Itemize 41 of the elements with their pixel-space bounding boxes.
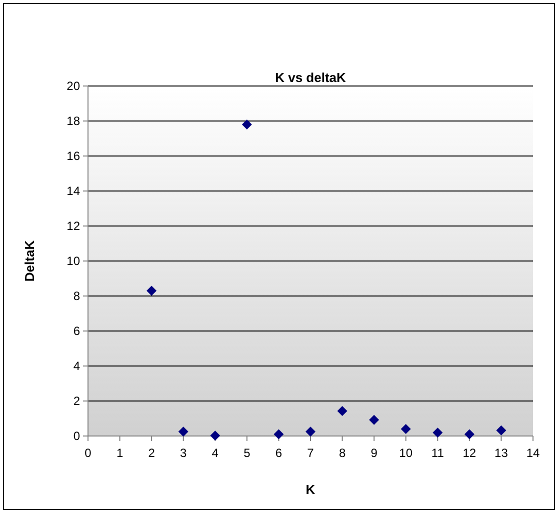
x-tick-label: 1	[116, 446, 124, 460]
point	[306, 426, 316, 437]
point	[496, 425, 506, 436]
x-tick-label: 11	[431, 446, 444, 460]
y-tick-label: 10	[66, 254, 80, 268]
point	[178, 426, 188, 437]
point	[242, 120, 252, 130]
y-tick-label: 4	[73, 358, 80, 373]
x-tick-label: 2	[148, 446, 156, 460]
y-tick-label: 12	[66, 218, 80, 233]
y-tick-label: 8	[73, 288, 80, 303]
x-tick-label: 0	[84, 446, 92, 460]
x-tick-label: 10	[399, 446, 413, 460]
point	[146, 286, 157, 296]
x-tick-label: 14	[526, 446, 540, 460]
x-axis-title: K	[306, 482, 316, 497]
x-tick-label: 8	[338, 446, 346, 460]
x-tick-label: 7	[307, 446, 314, 460]
y-tick-label: 14	[66, 184, 80, 198]
y-tick-label: 16	[66, 148, 80, 163]
point	[432, 428, 443, 438]
x-tick-label: 5	[244, 446, 251, 460]
y-axis-title: DeltaK	[22, 240, 37, 282]
point	[400, 424, 411, 434]
point	[464, 429, 474, 440]
y-tick-label: 18	[66, 114, 80, 128]
point	[210, 430, 220, 441]
x-tick-label: 9	[370, 446, 378, 460]
y-tick-label: 20	[66, 78, 80, 93]
chart-title: K vs deltaK	[275, 70, 347, 85]
point	[337, 406, 348, 416]
x-tick-label: 3	[180, 446, 188, 460]
x-tick-label: 6	[275, 446, 282, 460]
point	[369, 414, 380, 425]
y-tick-label: 2	[73, 394, 80, 408]
point	[274, 429, 284, 440]
x-tick-label: 12	[462, 446, 476, 460]
y-tick-label: 0	[73, 428, 80, 443]
y-tick-label: 6	[73, 324, 80, 338]
x-tick-label: 13	[494, 446, 508, 460]
x-tick-label: 4	[212, 446, 219, 460]
